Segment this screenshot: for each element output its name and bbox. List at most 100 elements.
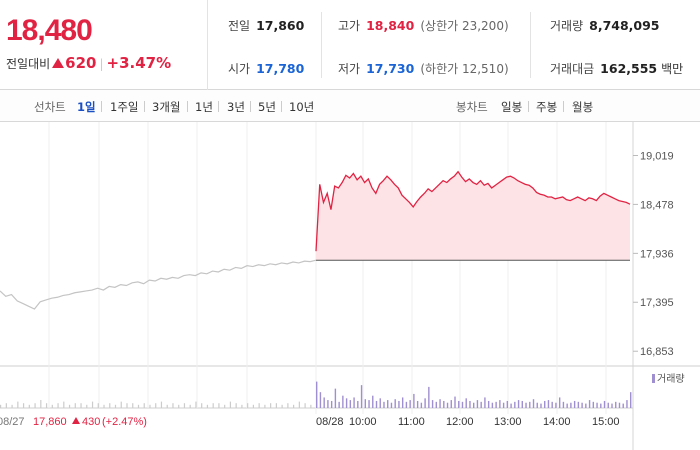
stat-divider [321,12,322,78]
volume-bar [304,403,306,408]
open-stat: 시가 17,780 [228,60,304,77]
prev-close-value: 17,860 [256,18,305,33]
volume-bar [189,404,191,408]
volume-bar [480,401,482,408]
volume-bar [11,404,13,408]
candle-weekly[interactable]: 주봉 [536,100,558,114]
candle-daily[interactable]: 일봉 [501,100,523,114]
price-chart[interactable]: 19,019 18,478 17,936 17,395 16,853 거래량 08/28… [0,122,700,450]
period-10y[interactable]: 10년 [289,100,315,114]
volume-bar [596,402,598,408]
prev-day-change: 430 [82,416,100,428]
volume-bar [229,401,232,408]
volume-bar [521,400,523,408]
volume-bar [206,404,209,408]
change-label: 전일대비 [6,57,51,71]
volume-bar [114,404,117,408]
volume-bar [544,400,546,408]
volume-bar [342,395,344,408]
volume-label: 거래량 [550,19,584,33]
volume-bar [502,402,505,408]
low-stat: 저가 17,730 (하한가 12,510) [338,60,509,77]
open-value: 17,780 [256,61,305,76]
volume-bar [420,402,423,408]
change-pct: +3.47% [106,54,172,72]
volume-bar [45,403,48,408]
volume-bar [63,401,65,408]
volume-bar [431,400,434,408]
prev-day-change-pct: (+2.47%) [102,416,147,428]
period-5y[interactable]: 5년 [258,100,276,114]
y-tick-labels: 19,019 18,478 17,936 17,395 16,853 [640,151,674,359]
volume-bar [540,403,542,408]
volume-bar [201,403,203,408]
volume-bar [435,401,438,408]
price-gridlines [633,155,638,352]
volume-bar [91,401,94,408]
volume-bar [566,403,568,408]
volume-bar [401,397,404,408]
divider [528,101,529,112]
volume-bar [630,392,632,408]
volume-bar [120,401,122,408]
y-tick-label: 19,019 [640,151,674,163]
period-3y[interactable]: 3년 [227,100,245,114]
x-tick-label: 13:00 [494,416,522,428]
volume-bar [218,403,220,408]
volume-bar [160,401,163,408]
volume-bar [600,403,602,408]
volume-bar [585,403,587,408]
volume-bar [247,403,249,408]
volume-bar [570,402,572,408]
y-tick-label: 17,395 [640,297,674,309]
amount-label: 거래대금 [550,62,595,76]
volume-bar [461,401,464,408]
prev-day-series [0,259,317,310]
volume-bar [293,404,295,408]
volume-bar [51,404,53,408]
volume-bar [615,401,617,408]
volume-bar [212,403,214,408]
period-1w[interactable]: 1주일 [110,100,139,114]
volume-bar [398,400,400,408]
volume-legend-swatch [652,374,655,383]
period-3m[interactable]: 3개월 [152,100,181,114]
period-1d[interactable]: 1일 [77,100,96,114]
volume-bar [439,399,441,408]
x-tick-label: 10:00 [349,416,377,428]
prev-day-date: 08/27 [0,416,25,428]
volume-bar [506,400,509,408]
period-1y[interactable]: 1년 [195,100,213,114]
up-triangle-icon [52,58,65,68]
volume-bar [510,403,512,408]
volume-bar [287,403,289,408]
period-bar: 선차트 1일 1주일 3개월 1년 3년 5년 10년 봉차트 일봉 주봉 월봉 [0,90,700,122]
volume-bar [626,400,628,408]
volume-bar [298,401,300,408]
volume-bar [270,403,272,408]
volume-bar [450,400,452,408]
volume-bar [484,397,486,408]
volume-bar [581,402,583,408]
x-tick-label: 12:00 [446,416,474,428]
today-series [315,170,631,252]
volume-bar [149,404,151,408]
low-label: 저가 [338,62,361,76]
volume-bar [394,399,396,408]
volume-bar [465,398,467,408]
volume-bar [5,403,7,408]
candle-monthly[interactable]: 월봉 [572,100,594,114]
prev-close-label: 전일 [228,19,251,33]
volume-bar [454,396,456,408]
volume-bar [132,403,134,408]
volume-bar [532,399,535,408]
x-tick-labels: 08/28 10:00 11:00 12:00 13:00 14:00 15:00 [316,416,620,428]
volume-bar [327,400,329,408]
volume-bar [383,401,385,408]
volume-bar [28,404,30,408]
candle-chart-label: 봉차트 [456,100,488,114]
volume-bar [281,404,283,408]
x-tick-label: 08/28 [316,416,344,428]
volume-bar [555,402,557,408]
upper-limit: (상한가 23,200) [420,19,509,33]
